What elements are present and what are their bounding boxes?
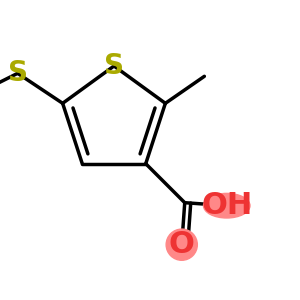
Circle shape xyxy=(166,229,197,260)
Text: S: S xyxy=(8,59,28,87)
Ellipse shape xyxy=(203,194,250,218)
Text: OH: OH xyxy=(201,191,252,220)
Text: S: S xyxy=(104,52,124,80)
Text: O: O xyxy=(169,230,195,259)
